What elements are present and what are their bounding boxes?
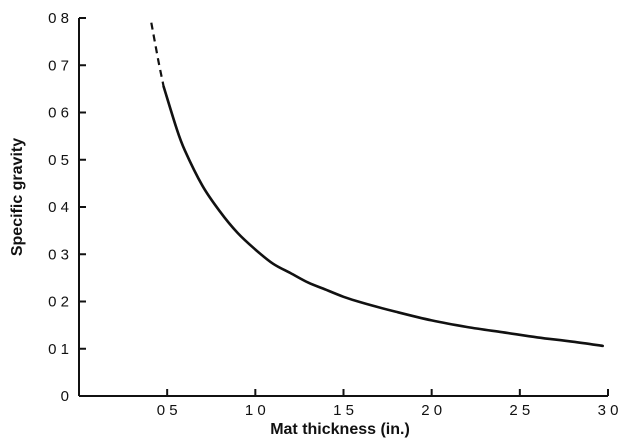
y-tick-label: 0 4 <box>48 199 69 216</box>
x-tick-label: 0 5 <box>157 402 178 419</box>
x-tick-label: 1 5 <box>333 402 354 419</box>
y-axis-title: Specific gravity <box>9 138 26 256</box>
x-tick-label: 3 0 <box>598 402 619 419</box>
y-tick-label: 0 5 <box>48 152 69 169</box>
x-tick-label: 2 0 <box>421 402 442 419</box>
y-tick-label: 0 6 <box>48 105 69 122</box>
series-line-extrapolated <box>150 22 165 87</box>
x-tick-label: 1 0 <box>245 402 266 419</box>
series-group <box>150 22 604 348</box>
y-tick-label: 0 <box>61 388 69 405</box>
x-tick-label: 2 5 <box>509 402 530 419</box>
y-tick-label: 0 7 <box>48 57 69 74</box>
y-tick-label: 0 3 <box>48 246 69 263</box>
axes <box>78 18 608 397</box>
x-axis-title: Mat thickness (in.) <box>270 421 410 438</box>
y-tick-label: 0 8 <box>48 10 69 27</box>
series-line <box>162 85 604 348</box>
y-tick-label: 0 1 <box>48 341 69 358</box>
y-tick-label: 0 2 <box>48 294 69 311</box>
